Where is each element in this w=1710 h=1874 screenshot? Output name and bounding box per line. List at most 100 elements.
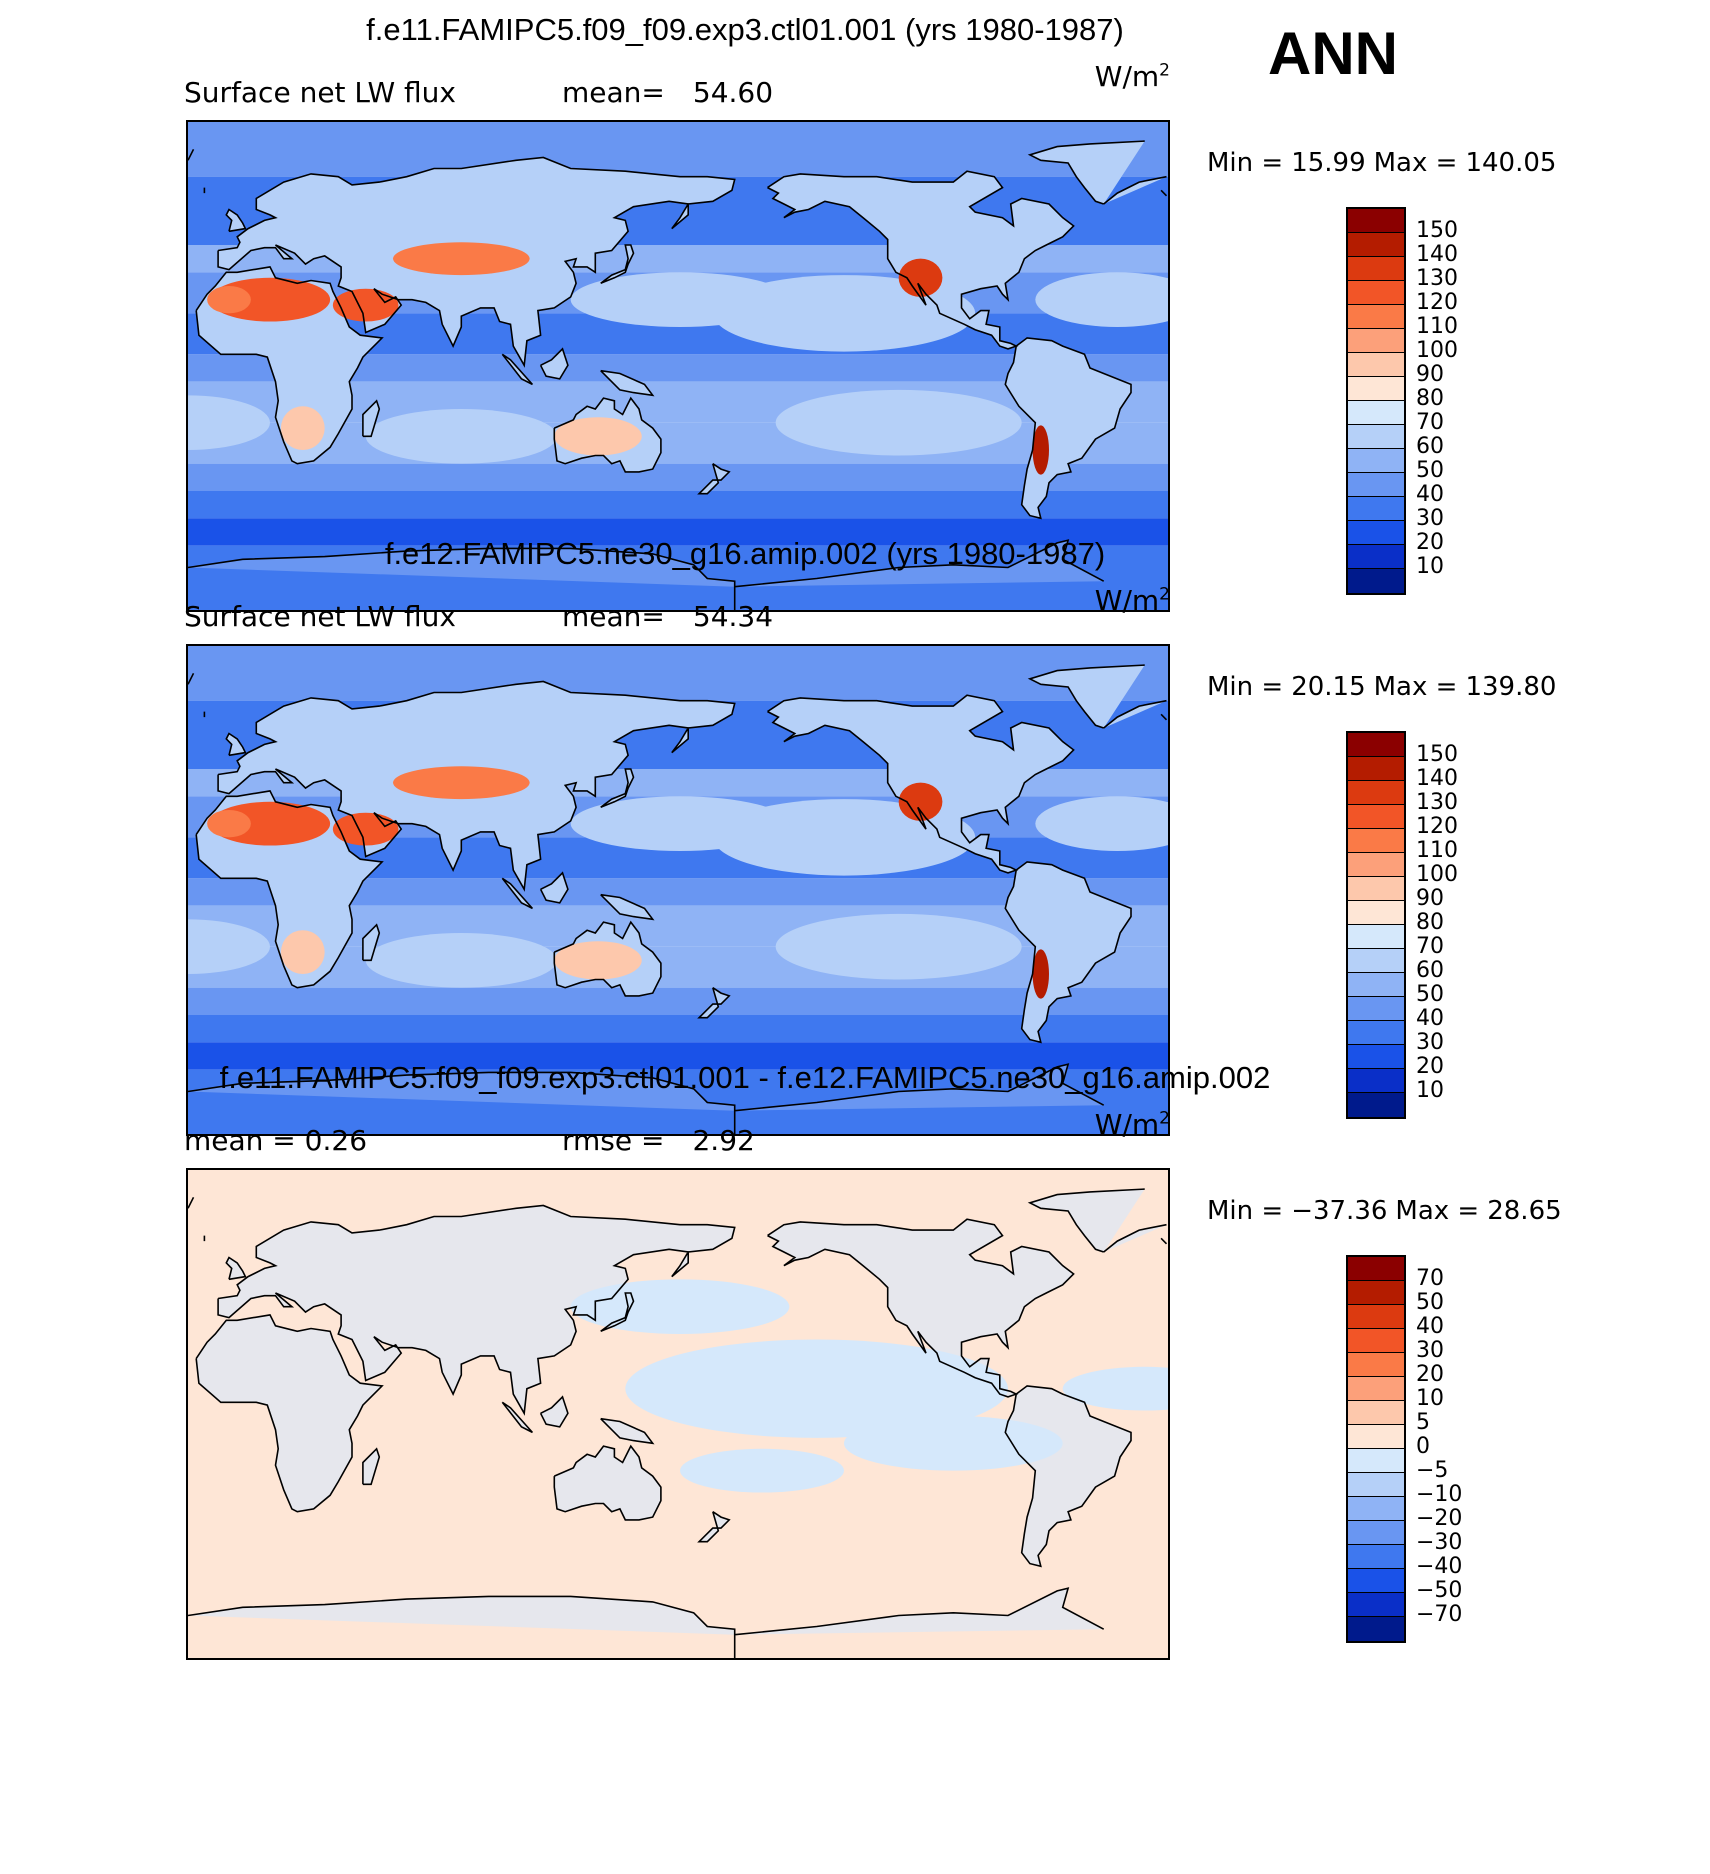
colorbar-label: 10 — [1416, 1078, 1444, 1103]
coastline — [195, 1314, 384, 1513]
hotspot — [1032, 425, 1049, 475]
colorbar-label: 130 — [1416, 266, 1458, 291]
map-svg — [188, 1170, 1168, 1658]
colorbar-box — [1348, 1045, 1404, 1069]
coastline — [600, 1292, 635, 1333]
stat-mid: mean= 54.34 — [562, 600, 773, 633]
coastline — [188, 664, 1167, 729]
units-text: W/m — [1094, 584, 1160, 617]
min-value: 20.15 — [1291, 672, 1366, 702]
coastline — [501, 353, 533, 386]
land-fill — [196, 1314, 383, 1512]
min-label: Min = — [1207, 672, 1284, 702]
colorbar-box — [1348, 1069, 1404, 1093]
coastline — [1004, 1385, 1132, 1568]
colorbar-box — [1348, 877, 1404, 901]
colorbar-box — [1348, 901, 1404, 925]
colorbar-label: 100 — [1416, 338, 1458, 363]
stat-mid-label: rmse = — [562, 1124, 665, 1157]
coastline — [539, 1395, 569, 1428]
colorbar-label: −10 — [1416, 1482, 1463, 1507]
coastline — [553, 920, 662, 997]
colorbar-box — [1348, 1497, 1404, 1521]
colorbar-label: −30 — [1416, 1530, 1463, 1555]
land-fill — [767, 1219, 1074, 1397]
zonal-band — [188, 463, 1168, 491]
colorbar-label: 60 — [1416, 434, 1444, 459]
coastline — [697, 463, 731, 495]
ocean-feature — [365, 409, 557, 464]
coastline — [203, 711, 1168, 721]
colorbar-box — [1348, 233, 1404, 257]
hotspot — [207, 286, 251, 314]
min-label: Min = — [1207, 1196, 1284, 1226]
colorbar-label: 110 — [1416, 838, 1458, 863]
stat-mid: mean= 54.60 — [562, 76, 773, 109]
map-svg — [188, 122, 1168, 610]
colorbar-box — [1348, 1305, 1404, 1329]
ocean-feature — [188, 395, 270, 450]
colorbar-box — [1348, 733, 1404, 757]
colorbar-label: 30 — [1416, 1030, 1444, 1055]
stat-mid-label: mean= — [562, 600, 665, 633]
coastline — [600, 369, 655, 397]
hotspot — [332, 812, 399, 846]
min-label: Min = — [1207, 148, 1284, 178]
colorbar-box — [1348, 805, 1404, 829]
colorbar-box — [1348, 829, 1404, 853]
colorbar-box — [1348, 781, 1404, 805]
stat-left: Surface net LW flux — [184, 600, 456, 633]
colorbar-label: 90 — [1416, 362, 1444, 387]
stat-mid: rmse = 2.92 — [562, 1124, 755, 1157]
colorbar-box — [1348, 377, 1404, 401]
colorbar-box — [1348, 1401, 1404, 1425]
coastline — [697, 1511, 731, 1543]
coastline — [767, 694, 1075, 874]
colorbar-label: 80 — [1416, 386, 1444, 411]
coastline — [195, 790, 384, 989]
units-text: W/m — [1094, 60, 1160, 93]
colorbar-box — [1348, 1281, 1404, 1305]
colorbar-box — [1348, 1473, 1404, 1497]
panel-title: f.e11.FAMIPC5.f09_f09.exp3.ctl01.001 - f… — [219, 1060, 1271, 1095]
land-fill — [188, 665, 1167, 728]
stat-mid-value: 54.34 — [692, 600, 774, 633]
colorbar-box — [1348, 1329, 1404, 1353]
land-fill — [540, 348, 568, 379]
colorbar-box — [1348, 497, 1404, 521]
colorbar-label: 50 — [1416, 458, 1444, 483]
units-superscript: 2 — [1159, 584, 1170, 605]
units-superscript: 2 — [1159, 1108, 1170, 1129]
colorbar-label: 40 — [1416, 482, 1444, 507]
panel-title: f.e12.FAMIPC5.ne30_g16.amip.002 (yrs 198… — [384, 536, 1106, 571]
colorbar-box — [1348, 853, 1404, 877]
coastline — [1004, 861, 1132, 1044]
coastline — [697, 987, 731, 1019]
colorbar-box — [1348, 473, 1404, 497]
season-label: ANN — [1268, 20, 1398, 87]
ocean-feature — [365, 933, 557, 988]
land-fill — [362, 1448, 380, 1485]
max-value: 140.05 — [1465, 148, 1557, 178]
colorbar-box — [1348, 401, 1404, 425]
hotspot — [554, 417, 642, 456]
coastline — [195, 266, 384, 465]
colorbar-box — [1348, 1545, 1404, 1569]
colorbar-label: 120 — [1416, 814, 1458, 839]
colorbar-label: −40 — [1416, 1554, 1463, 1579]
coastline — [203, 187, 1168, 197]
coastline — [539, 347, 569, 380]
colorbar-label: 80 — [1416, 910, 1444, 935]
colorbar-label: 140 — [1416, 242, 1458, 267]
colorbar-box — [1348, 1353, 1404, 1377]
min-max-readout: Min = −37.36 Max = 28.65 — [1207, 1196, 1570, 1226]
colorbar-box — [1348, 257, 1404, 281]
max-value: 139.80 — [1465, 672, 1557, 702]
colorbar — [1346, 731, 1406, 1119]
coastline — [188, 140, 1167, 205]
colorbar-label: 40 — [1416, 1314, 1444, 1339]
min-max-readout: Min = 15.99 Max = 140.05 — [1207, 148, 1564, 178]
land-fill — [600, 1418, 653, 1444]
colorbar-box — [1348, 545, 1404, 569]
colorbar-box — [1348, 521, 1404, 545]
